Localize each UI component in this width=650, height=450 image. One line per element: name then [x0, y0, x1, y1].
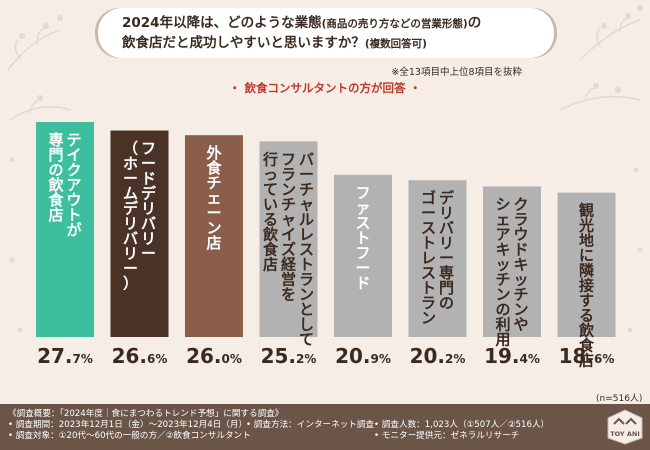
footer-target: • 調査対象：①20代〜60代の一般の方／②飲食コンサルタント	[8, 431, 251, 441]
bar-6	[408, 180, 467, 337]
bar-7	[483, 186, 541, 337]
value-label-5: 20.9%	[335, 344, 391, 368]
title-line2-text: 飲食店だと成功しやすいと思いますか？	[122, 35, 365, 51]
question-title-line-1: 2024年以降は、どのような業態(商品の売り方などの営業形態)の	[122, 14, 554, 34]
footer-provider: • モニター提供元：ゼネラルリサーチ	[374, 431, 520, 441]
logo-text: TOY ANI	[610, 430, 640, 438]
value-label-3: 26.0%	[186, 344, 242, 368]
footer-method: • 調査方法：インターネット調査	[246, 420, 375, 430]
bar-label-line: バーチャルレストランとして	[299, 150, 314, 348]
bar-label-line: 観光地に隣接する飲食店	[578, 202, 595, 370]
value-label-7: 19.4%	[484, 344, 540, 368]
value-label-6: 20.2%	[410, 344, 466, 368]
footer-row-2: • 調査期間：2023年12月1日（金）〜2023年12月4日（月） • 調査方…	[8, 420, 650, 431]
bar-2	[110, 130, 169, 337]
bar-label-2: フードデリバリー（ホームデリバリー）	[123, 140, 157, 293]
bar-label-line: ゴーストレストラン	[421, 189, 436, 327]
respondent-subtitle: ・ 飲食コンサルタントの方が回答 ・	[228, 81, 421, 95]
bar-3	[185, 135, 243, 337]
value-label-8: 18.6%	[559, 344, 615, 368]
footer-row-3: • 調査対象：①20代〜60代の一般の方／②飲食コンサルタント • モニター提供…	[8, 431, 650, 442]
bar-label-line: 外食チェーン店	[205, 144, 222, 252]
footer-survey-title: 《調査概要：「2024年度｜食にまつわるトレンド予想」に関する調査》	[8, 409, 284, 419]
bar-label-line: フードデリバリー	[141, 140, 157, 263]
bar-label-line: （ホームデリバリー）	[123, 140, 139, 293]
bar-label-5: ファストフード	[355, 184, 370, 292]
title-line1-end-text: の	[467, 15, 482, 31]
title-line1-text: 2024年以降は、どのような業態	[122, 15, 322, 31]
value-label-1: 27.7%	[37, 344, 93, 368]
bar-5	[334, 174, 392, 337]
bar-label-line: 専門の飲食店	[47, 131, 64, 224]
footer-row-1: 《調査概要：「2024年度｜食にまつわるトレンド予想」に関する調査》	[8, 409, 650, 420]
bar-label-line: シェアキッチンの利用	[495, 195, 510, 348]
value-label-2: 26.6%	[112, 344, 168, 368]
title-line1-small-text: (商品の売り方などの営業形態)	[321, 18, 468, 30]
bar-label-line: クラウドキッチンや	[513, 195, 528, 333]
bar-label-line: テイクアウトが	[66, 131, 82, 239]
bar-label-8: 観光地に隣接する飲食店	[578, 202, 595, 370]
bar-4	[259, 141, 318, 337]
survey-footer: 《調査概要：「2024年度｜食にまつわるトレンド予想」に関する調査》 • 調査期…	[0, 404, 650, 450]
value-label-4: 25.2%	[261, 344, 317, 368]
bar-label-3: 外食チェーン店	[205, 144, 222, 252]
bar-label-line: デリバリー専門の	[439, 189, 455, 312]
bar-label-line: ファストフード	[355, 184, 370, 292]
brand-logo: TOY ANI	[607, 409, 643, 445]
question-title-box: 2024年以降は、どのような業態(商品の売り方などの営業形態)の 飲食店だと成功…	[98, 8, 554, 58]
bar-1	[36, 122, 94, 337]
footer-period: • 調査期間：2023年12月1日（金）〜2023年12月4日（月）	[8, 420, 248, 430]
selection-note: ※全13項目中上位8項目を抜粋	[391, 67, 522, 78]
sample-size-label: (n=516人)	[596, 394, 643, 404]
bar-label-line: 行っている飲食店	[262, 150, 279, 273]
bar-8	[557, 192, 616, 337]
footer-count: • 調査人数：1,023人（①507人／②516人）	[374, 420, 550, 430]
title-line2-small-text: (複数回答可)	[364, 38, 427, 50]
question-title-line-2: 飲食店だと成功しやすいと思いますか？(複数回答可)	[122, 34, 554, 54]
bar-label-line: フランチャイズ経営を	[281, 150, 297, 303]
